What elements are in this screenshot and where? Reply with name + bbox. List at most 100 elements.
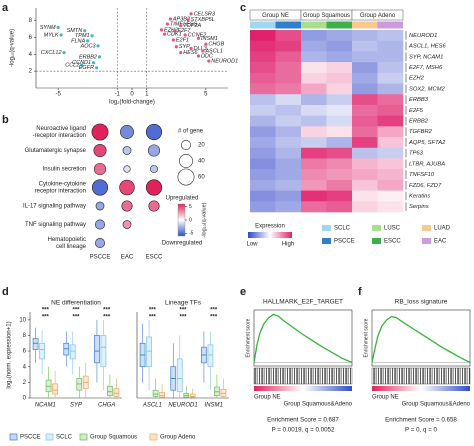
y-axis-label: Enrichment score xyxy=(245,318,251,357)
heat-cell xyxy=(377,30,404,42)
chart-title: RB_loss signature xyxy=(395,299,448,306)
point xyxy=(165,22,170,26)
box xyxy=(189,393,196,398)
point xyxy=(168,17,172,21)
point-label: E2F1 xyxy=(176,37,189,43)
heat-cell xyxy=(250,62,276,74)
y-axis-label: log₂(norm. expression+1) xyxy=(7,321,13,388)
heat-cell xyxy=(352,62,378,74)
heat-cell xyxy=(301,158,327,170)
dot xyxy=(145,123,163,141)
heat-cell xyxy=(275,158,302,170)
row-label: IL-17 signaling pathway xyxy=(23,204,86,210)
row-label: Hematopoietic xyxy=(48,237,86,243)
heat-cell xyxy=(301,137,327,149)
facet-title: NE differentiation xyxy=(51,300,101,307)
rank-bar xyxy=(372,386,470,391)
x-tick-label: -5 xyxy=(55,92,61,98)
heat-cell xyxy=(352,40,378,52)
subtype-bar xyxy=(275,21,301,29)
box xyxy=(94,335,100,364)
gene-label: NCAM1 xyxy=(35,403,56,409)
size-legend-label: 60 xyxy=(198,175,205,181)
x-tick-label: 1 xyxy=(145,92,149,98)
row-label: Cytokine-cytokine xyxy=(39,182,87,188)
size-legend-dot xyxy=(177,168,195,186)
heat-cell xyxy=(301,126,327,138)
panel-label: e xyxy=(240,286,246,298)
heat-cell xyxy=(275,51,302,63)
legend-label: Group Adeno xyxy=(160,435,196,441)
gene-label: SOX2, MCM2 xyxy=(409,86,446,92)
point xyxy=(196,54,201,58)
heat-cell xyxy=(377,51,404,63)
heat-cell xyxy=(275,190,302,202)
heat-cell xyxy=(250,201,276,213)
heat-cell xyxy=(275,104,302,116)
point-label: TIMELESS xyxy=(170,21,198,27)
box xyxy=(207,344,214,368)
point xyxy=(179,24,183,28)
point xyxy=(183,33,187,37)
point-label: STXBP5L xyxy=(191,17,215,23)
heat-cell xyxy=(377,126,404,138)
row-label: TNF signaling pathway xyxy=(25,222,86,228)
panel-label: f xyxy=(358,286,362,298)
point-label: ASCL1 xyxy=(204,48,222,54)
point-label: EZH2 xyxy=(164,27,178,33)
heat-cell xyxy=(301,169,327,181)
heat-cell xyxy=(250,158,276,170)
heat-cell xyxy=(352,115,378,127)
dot xyxy=(120,125,134,139)
heat-cell xyxy=(250,83,276,95)
group-label: Group Squamous xyxy=(303,13,350,19)
heat-cell xyxy=(326,137,353,149)
y-tick-label: 6 xyxy=(23,349,27,355)
row-label: receptor interaction xyxy=(35,189,86,195)
significance: *** xyxy=(72,315,80,321)
facet-title: Lineage TFs xyxy=(165,300,202,307)
point-label: SMTN xyxy=(67,28,83,34)
dot xyxy=(122,220,132,229)
y-tick-label: 4 xyxy=(23,364,27,370)
hit-barcode xyxy=(371,367,471,385)
x-axis-label: log₂(fold-change) xyxy=(109,100,155,106)
heat-cell xyxy=(352,30,378,42)
legend-label: LUSC xyxy=(384,226,401,232)
heat-cell xyxy=(250,72,276,84)
column-label: PSCCE xyxy=(90,255,111,261)
point xyxy=(189,46,193,51)
heat-cell xyxy=(326,147,353,159)
gene-label: ASCL1 xyxy=(142,403,162,409)
dot xyxy=(123,165,131,173)
heat-cell xyxy=(326,40,353,52)
dot xyxy=(91,123,109,141)
panel-label: a xyxy=(2,2,9,14)
colorbar-tick-label: 5 xyxy=(189,204,192,210)
legend-swatch xyxy=(45,433,54,441)
legend-swatch xyxy=(79,433,88,441)
significance: *** xyxy=(103,315,111,321)
heat-cell xyxy=(326,169,353,181)
heat-cell xyxy=(275,201,302,213)
column-label: EAC xyxy=(121,255,134,261)
gene-label: SYP, NCAM1 xyxy=(409,54,443,60)
point-label: DDC xyxy=(201,53,213,59)
heat-cell xyxy=(352,104,378,116)
annotation: P = 0.0019, q = 0.0052 xyxy=(272,427,335,434)
point-label: TPM1 xyxy=(75,33,90,39)
heat-cell xyxy=(275,72,302,84)
heat-cell xyxy=(377,104,404,116)
x-tick-label: 5 xyxy=(204,92,208,98)
heat-cell xyxy=(250,104,276,116)
heat-cell xyxy=(301,72,327,84)
colorbar-down-label: Downregulated xyxy=(162,241,202,247)
heat-cell xyxy=(326,104,353,116)
heat-cell xyxy=(301,83,327,95)
heat-cell xyxy=(275,179,302,191)
y-tick-label: 10 xyxy=(19,317,26,323)
size-legend-dot xyxy=(179,154,193,168)
legend-label: Group Squamous xyxy=(90,435,137,441)
heat-cell xyxy=(326,158,353,170)
point xyxy=(62,51,66,55)
